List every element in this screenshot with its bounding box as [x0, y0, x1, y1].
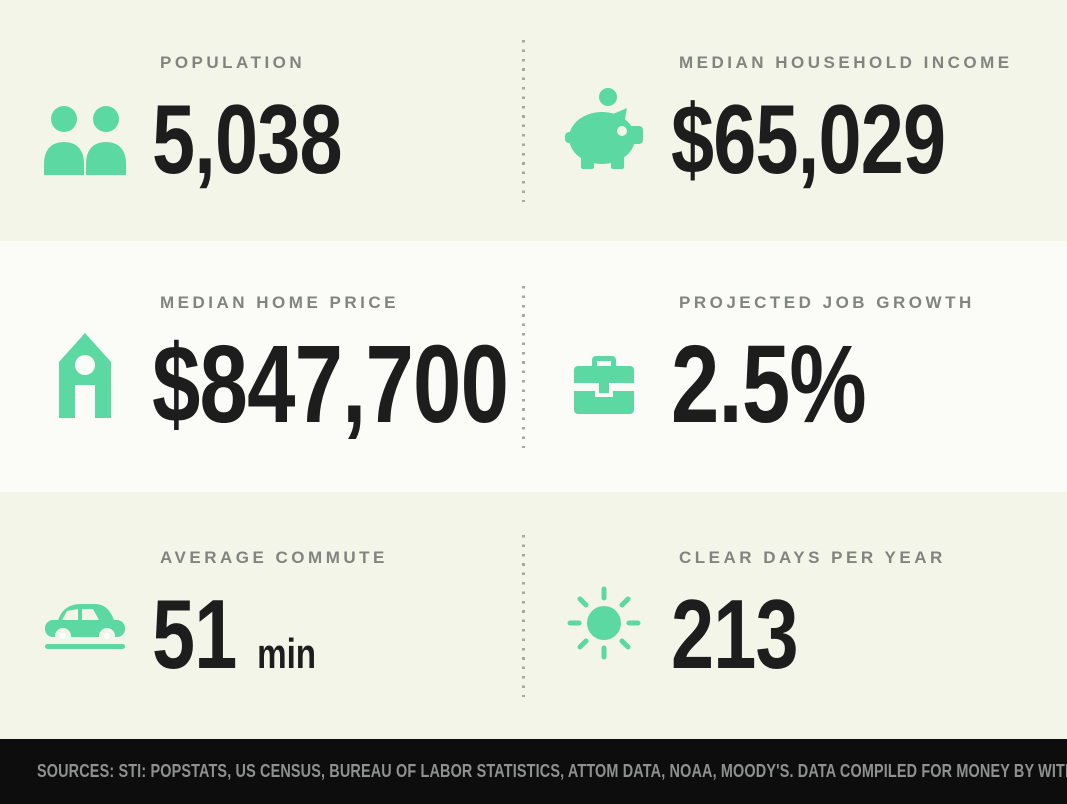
stat-panel-population: POPULATION 5,038 [0, 0, 533, 241]
stat-unit: min [257, 630, 317, 678]
sources-bar: SOURCES: STI: POPSTATS, US CENSUS, BUREA… [0, 739, 1067, 804]
stat-label: AVERAGE COMMUTE [160, 547, 388, 567]
sources-text: SOURCES: STI: POPSTATS, US CENSUS, BUREA… [37, 761, 1067, 781]
stat-label: PROJECTED JOB GROWTH [679, 292, 975, 312]
people-icon [40, 105, 130, 176]
stats-row-1: POPULATION 5,038 [0, 0, 1067, 241]
stat-panel-projected-job-growth: PROJECTED JOB GROWTH 2.5% [533, 241, 1067, 492]
sun-icon [559, 585, 649, 661]
dotted-divider [522, 285, 525, 448]
stat-label: POPULATION [160, 52, 306, 72]
dotted-divider [522, 534, 525, 697]
stats-row-3: AVERAGE COMMUTE 51 min [0, 492, 1067, 739]
stat-label: CLEAR DAYS PER YEAR [679, 547, 946, 567]
stat-value: 5,038 [152, 84, 343, 195]
car-icon [40, 600, 130, 650]
stat-label: MEDIAN HOME PRICE [160, 292, 399, 312]
stat-value: $65,029 [671, 84, 946, 195]
stat-value: $847,700 [152, 323, 509, 447]
house-icon [40, 333, 130, 419]
stat-panel-clear-days: CLEAR DAYS PER YEAR 213 [533, 492, 1067, 739]
dotted-divider [522, 39, 525, 202]
stat-value: 51 min [152, 579, 317, 690]
piggy-bank-icon [559, 86, 649, 170]
stat-panel-median-home-price: MEDIAN HOME PRICE $847,700 [0, 241, 533, 492]
stat-value: 2.5% [671, 323, 867, 447]
stat-panel-average-commute: AVERAGE COMMUTE 51 min [0, 492, 533, 739]
stats-row-2: MEDIAN HOME PRICE $847,700 [0, 241, 1067, 492]
stat-panel-median-household-income: MEDIAN HOUSEHOLD INCOME $65,029 [533, 0, 1067, 241]
briefcase-icon [559, 356, 649, 415]
stat-label: MEDIAN HOUSEHOLD INCOME [679, 52, 1013, 72]
stat-value: 213 [671, 579, 799, 690]
